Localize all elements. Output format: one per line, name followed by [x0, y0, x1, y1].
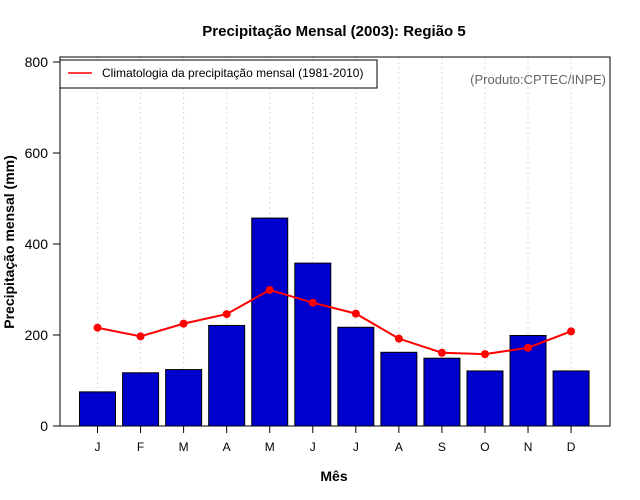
climatology-line — [97, 288, 572, 356]
legend-box — [59, 59, 378, 89]
grid-lines — [97, 57, 572, 426]
climatology-point — [437, 348, 446, 357]
bar-series — [79, 217, 590, 427]
climatology-point — [93, 323, 102, 332]
x-tick-label: F — [137, 440, 144, 454]
climatology-point — [394, 334, 403, 343]
x-tick-label: A — [223, 440, 231, 454]
credit-text: (Produto:CPTEC/INPE) — [470, 72, 606, 87]
bar — [251, 217, 289, 427]
bar — [380, 351, 418, 427]
bar — [294, 262, 332, 427]
x-tick-label: J — [353, 440, 359, 454]
y-tick-label: 800 — [25, 54, 49, 70]
x-tick-label: J — [310, 440, 316, 454]
chart-title: Precipitação Mensal (2003): Região 5 — [202, 23, 465, 40]
legend: Climatologia da precipitação mensal (198… — [59, 59, 378, 89]
x-tick-label: O — [480, 440, 489, 454]
plot-frame — [59, 56, 611, 427]
bar — [423, 357, 461, 427]
climatology-point — [480, 350, 489, 359]
climatology-point — [265, 285, 274, 294]
climatology-point — [351, 309, 360, 318]
climatology-point — [136, 332, 145, 341]
climatology-point — [222, 310, 231, 319]
bar — [165, 369, 203, 427]
climatology-point — [524, 343, 533, 352]
x-tick-label: J — [95, 440, 101, 454]
x-tick-label: M — [179, 440, 189, 454]
legend-entry-climatology: Climatologia da precipitação mensal (198… — [102, 66, 363, 80]
x-tick-label: N — [524, 440, 533, 454]
bar — [122, 372, 160, 427]
climatology-point — [179, 319, 188, 328]
bar — [79, 391, 117, 427]
x-tick-label: A — [395, 440, 403, 454]
climatology-point — [567, 327, 576, 336]
y-tick-label: 0 — [40, 418, 48, 434]
x-axis-label: Mês — [320, 468, 347, 484]
y-tick-label: 600 — [25, 145, 49, 161]
x-tick-label: D — [567, 440, 576, 454]
bar — [552, 370, 590, 427]
y-axis-label: Precipitação mensal (mm) — [1, 155, 17, 329]
bar — [337, 326, 375, 427]
y-tick-label: 200 — [25, 327, 49, 343]
y-tick-label: 400 — [25, 236, 49, 252]
x-tick-label: M — [265, 440, 275, 454]
climatology-line-series — [93, 285, 576, 359]
bar — [466, 370, 504, 427]
y-axis: 0 200 400 600 800 — [25, 54, 60, 434]
x-tick-label: S — [438, 440, 446, 454]
climatology-point — [308, 298, 317, 307]
bar — [208, 324, 246, 427]
